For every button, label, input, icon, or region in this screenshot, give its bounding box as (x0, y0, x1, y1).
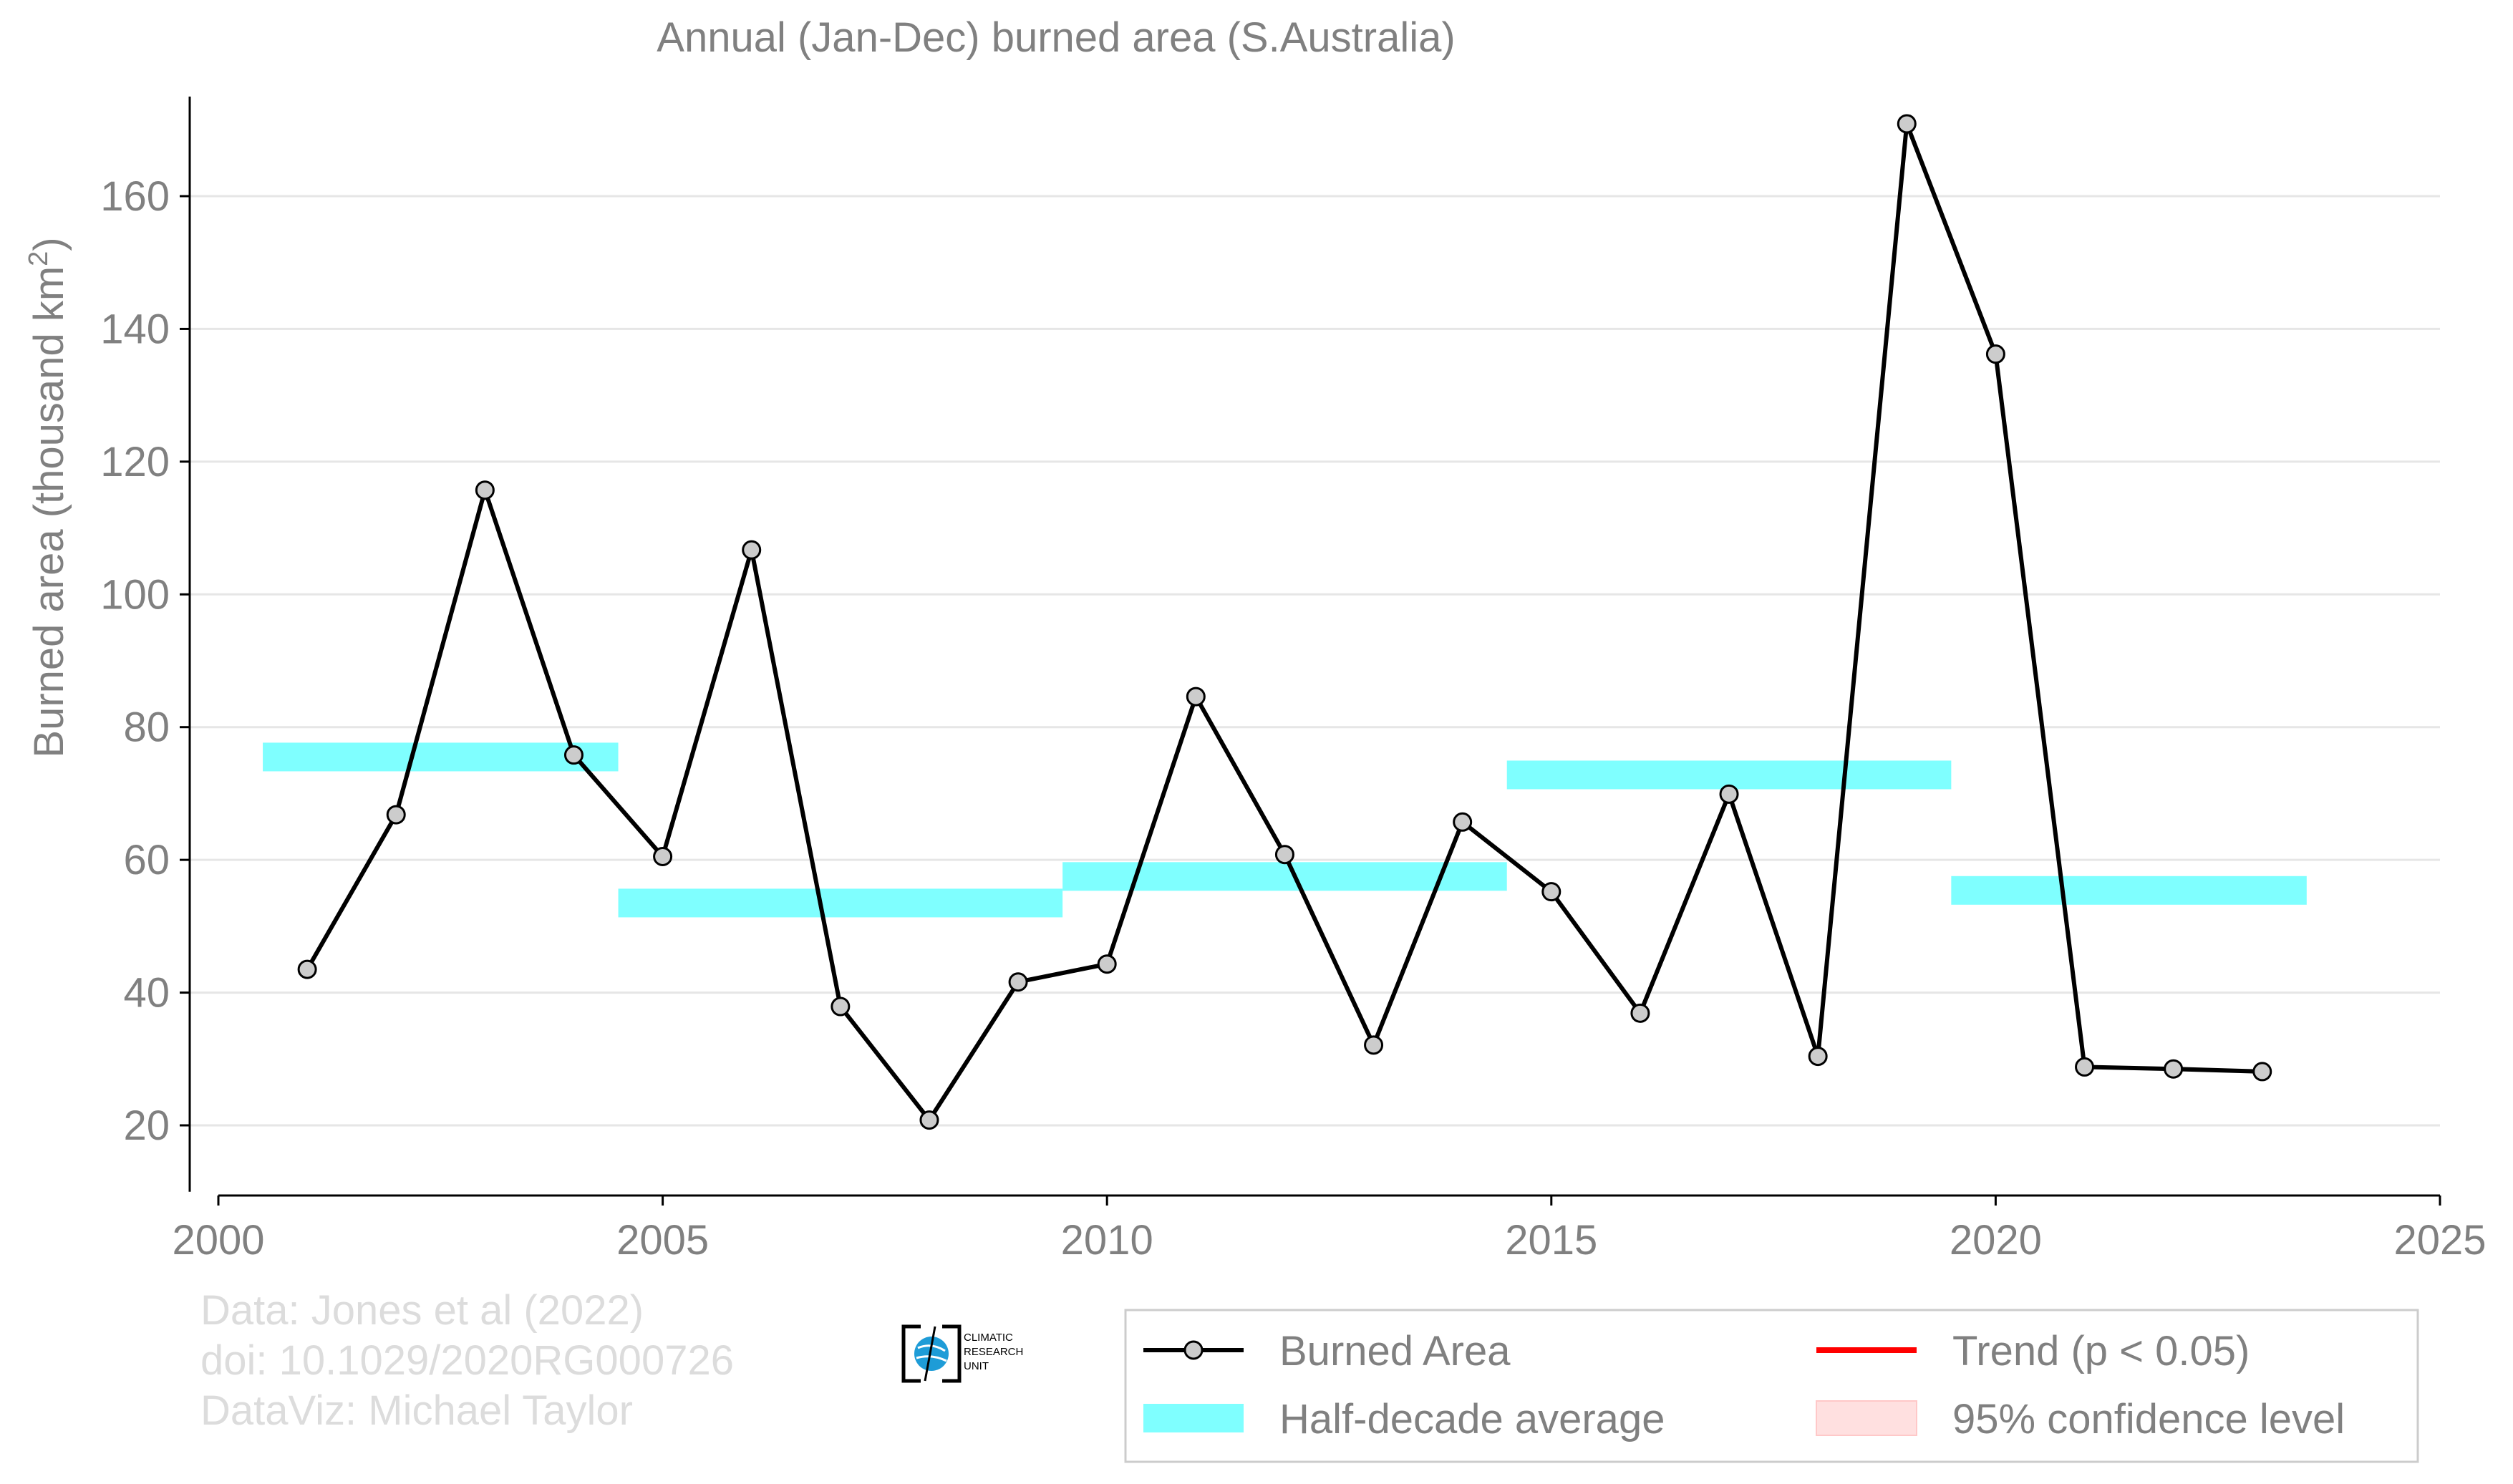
legend-burned-area-marker (1183, 1340, 1204, 1360)
y-tick-label-100: 100 (100, 571, 170, 618)
burned-area-series (297, 114, 2272, 1130)
y-axis-label: Burned area (thousand km2) (24, 237, 72, 757)
data-point-2001 (297, 959, 317, 979)
axes: 20 40 60 80 100 120 140 160 2000 2005 2010 2015 2020… (100, 96, 2487, 1264)
credits: Data: Jones et al (2022) doi: 10.1029/20… (200, 1287, 734, 1434)
x-tick-label-2005: 2005 (616, 1217, 709, 1264)
data-point-2015 (1541, 882, 1561, 902)
legend-half-decade-label: Half-decade average (1279, 1396, 1665, 1442)
logo-text-unit: UNIT (964, 1360, 989, 1372)
data-point-2022 (2164, 1059, 2184, 1079)
legend-item-trend: Trend (p < 0.05) (1816, 1328, 2250, 1374)
legend-item-confidence: 95% confidence level (1816, 1396, 2345, 1442)
data-point-2002 (386, 805, 406, 825)
chart-title: Annual (Jan-Dec) burned area (S.Australi… (657, 14, 1455, 61)
logo-text-research: RESEARCH (964, 1346, 1023, 1358)
x-tick-label-2010: 2010 (1061, 1217, 1153, 1264)
data-point-2003 (475, 480, 495, 500)
legend-confidence-label: 95% confidence level (1952, 1396, 2345, 1442)
y-tick-label-140: 140 (100, 306, 170, 352)
data-point-2018 (1808, 1047, 1828, 1067)
legend-item-burned-area: Burned Area (1143, 1328, 1511, 1374)
half-decade-average-bands (263, 742, 2307, 918)
data-point-2014 (1453, 812, 1473, 832)
legend-trend-label: Trend (p < 0.05) (1952, 1328, 2250, 1374)
data-point-2016 (1630, 1003, 1650, 1023)
data-point-2010 (1097, 954, 1117, 974)
x-tick-label-2000: 2000 (172, 1217, 264, 1264)
legend-half-decade-swatch (1143, 1404, 1244, 1432)
legend-box (1124, 1309, 2419, 1463)
x-tick-label-2015: 2015 (1505, 1217, 1597, 1264)
legend-burned-area-label: Burned Area (1279, 1328, 1511, 1374)
data-point-2006 (742, 540, 762, 560)
legend-item-half-decade: Half-decade average (1143, 1396, 1665, 1442)
y-tick-label-20: 20 (123, 1102, 170, 1149)
y-tick-label-40: 40 (123, 970, 170, 1017)
data-point-2019 (1897, 114, 1917, 134)
data-point-2023 (2252, 1062, 2272, 1082)
data-point-2012 (1274, 845, 1294, 865)
y-tick-label-60: 60 (123, 837, 170, 883)
cru-logo: CLIMATIC RESEARCH UNIT (901, 1324, 1023, 1383)
credit-dataviz: DataViz: Michael Taylor (200, 1387, 633, 1434)
logo-text-climatic: CLIMATIC (964, 1332, 1013, 1344)
half-decade-band-5 (1951, 876, 2307, 905)
data-point-2005 (653, 847, 673, 867)
data-point-2009 (1008, 972, 1028, 992)
credit-doi: doi: 10.1029/2020RG000726 (200, 1337, 734, 1384)
legend-confidence-swatch (1816, 1400, 1917, 1436)
data-point-2017 (1719, 784, 1739, 804)
y-tick-label-120: 120 (100, 439, 170, 485)
half-decade-band-2 (618, 888, 1063, 918)
half-decade-band-1 (263, 742, 619, 772)
y-tick-label-160: 160 (100, 173, 170, 220)
data-point-2008 (919, 1110, 939, 1130)
data-point-2011 (1186, 687, 1206, 707)
x-tick-label-2025: 2025 (2393, 1217, 2486, 1264)
half-decade-band-4 (1506, 760, 1952, 790)
data-point-2020 (1985, 344, 2005, 364)
x-tick-label-2020: 2020 (1950, 1217, 2042, 1264)
data-point-2013 (1364, 1035, 1384, 1055)
legend: Burned Area Trend (p < 0.05) Half-decade… (1124, 1309, 2419, 1463)
data-point-2021 (2075, 1057, 2095, 1077)
globe-icon (914, 1337, 949, 1371)
data-point-2004 (563, 745, 584, 765)
credit-data-source: Data: Jones et al (2022) (200, 1287, 644, 1334)
data-point-2007 (831, 996, 851, 1017)
y-tick-label-80: 80 (123, 704, 170, 751)
